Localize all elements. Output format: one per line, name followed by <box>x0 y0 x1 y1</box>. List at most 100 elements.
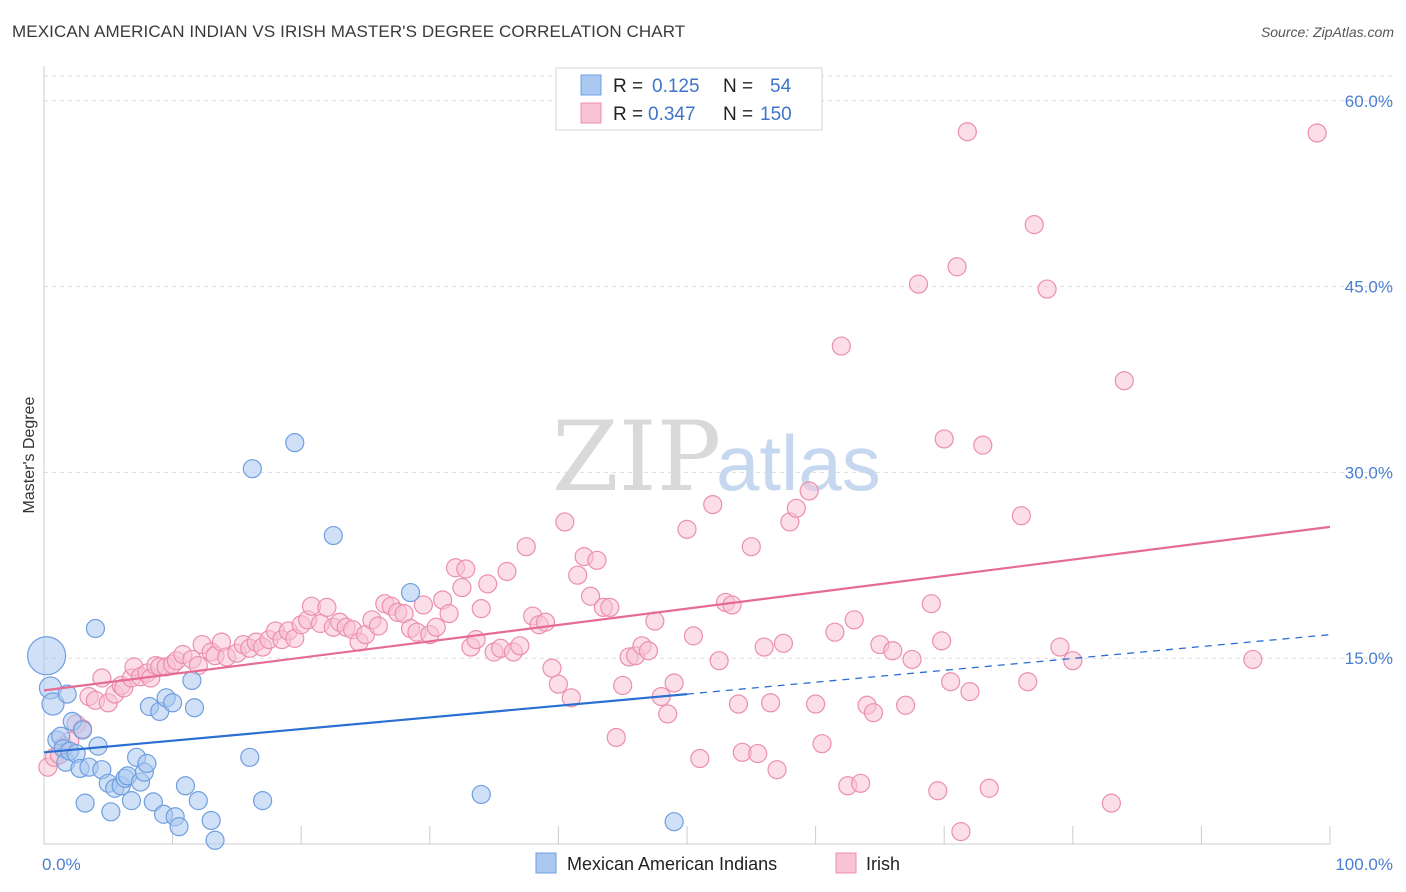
blue-point-46 <box>285 433 305 453</box>
pink-point-104 <box>690 748 710 769</box>
pink-point-71 <box>471 599 491 619</box>
pink-point-131 <box>896 695 916 715</box>
legend: R = 0.125 N = 54 R = 0.347 N = 150 <box>555 67 823 131</box>
blue-point-37 <box>175 776 196 796</box>
pink-point-72 <box>478 574 498 594</box>
legend-r-value-2: 0.347 <box>648 104 696 125</box>
watermark-zip: ZIP <box>552 401 721 513</box>
bottom-legend-label-pink: Irish <box>866 854 900 874</box>
pink-point-125 <box>844 610 864 630</box>
blue-point-0 <box>26 636 67 676</box>
pink-point-137 <box>934 429 954 449</box>
blue-point-50 <box>664 812 684 832</box>
pink-point-86 <box>568 565 588 585</box>
legend-r-label-2: R = <box>613 104 643 125</box>
blue-point-43 <box>240 747 260 767</box>
blue-point-45 <box>253 791 273 811</box>
source-credit: Source: ZipAtlas.com <box>1260 24 1394 40</box>
pink-point-147 <box>1024 215 1044 235</box>
y-tick-label-3: 60.0% <box>1345 92 1393 111</box>
blue-point-12 <box>72 720 93 740</box>
chart-title: MEXICAN AMERICAN INDIAN VS IRISH MASTER'… <box>12 22 686 41</box>
pink-point-151 <box>1101 793 1121 813</box>
pink-point-98 <box>645 611 665 631</box>
pink-point-145 <box>1011 506 1031 526</box>
y-axis-label: Master's Degree <box>21 396 38 513</box>
pink-point-105 <box>703 494 723 515</box>
blue-point-36 <box>169 817 189 837</box>
pink-point-139 <box>947 257 967 277</box>
pink-point-100 <box>658 704 678 724</box>
pink-point-46 <box>317 597 337 618</box>
pink-point-81 <box>535 612 556 632</box>
pink-point-111 <box>741 537 761 557</box>
blue-point-34 <box>163 693 183 713</box>
pink-point-101 <box>664 673 684 693</box>
blue-point-19 <box>101 802 121 822</box>
pink-point-84 <box>555 512 575 532</box>
pink-point-68 <box>456 559 476 579</box>
pink-point-120 <box>805 694 826 714</box>
legend-n-label-2: N = <box>723 104 753 125</box>
pink-point-70 <box>466 630 486 650</box>
pink-point-146 <box>1018 672 1038 692</box>
pink-point-88 <box>580 586 601 606</box>
blue-point-13 <box>75 793 95 813</box>
trend-line-blue <box>43 693 688 754</box>
pink-point-121 <box>812 734 832 754</box>
pink-point-67 <box>452 577 472 598</box>
pink-point-132 <box>902 649 922 670</box>
blue-point-44 <box>242 459 262 479</box>
blue-point-15 <box>85 618 106 639</box>
pink-point-75 <box>497 561 517 582</box>
blue-point-7 <box>57 684 77 704</box>
pink-point-143 <box>973 435 993 455</box>
pink-point-54 <box>368 616 388 636</box>
blue-point-42 <box>205 830 225 850</box>
pink-point-116 <box>773 633 794 653</box>
pink-point-140 <box>951 822 971 842</box>
pink-point-93 <box>613 675 633 696</box>
pink-point-126 <box>851 773 871 793</box>
pink-point-78 <box>516 537 536 557</box>
y-tick-label-1: 30.0% <box>1345 463 1393 482</box>
watermark-atlas: atlas <box>716 419 881 507</box>
legend-n-value-1: 54 <box>770 76 792 97</box>
blue-point-28 <box>137 753 157 774</box>
pink-point-102 <box>677 519 697 539</box>
pink-point-149 <box>1050 637 1070 657</box>
pink-point-135 <box>928 781 948 801</box>
pink-point-108 <box>722 595 742 615</box>
blue-point-48 <box>400 582 421 603</box>
bottom-legend-swatch-blue <box>535 852 557 874</box>
pink-point-142 <box>960 682 980 702</box>
blue-point-47 <box>323 525 343 546</box>
pink-point-114 <box>760 693 781 713</box>
pink-point-115 <box>767 760 787 780</box>
blue-point-49 <box>471 784 491 805</box>
pink-point-61 <box>413 595 433 615</box>
pink-point-91 <box>600 597 620 618</box>
pink-point-136 <box>932 631 952 651</box>
legend-n-value-2: 150 <box>760 104 792 125</box>
pink-point-92 <box>606 727 626 748</box>
blue-point-38 <box>182 670 202 691</box>
pink-point-119 <box>799 481 819 501</box>
data-points <box>26 122 1327 850</box>
trend-line-pink <box>43 525 1331 692</box>
legend-swatch-pink <box>580 102 602 124</box>
trend-line-blue-extension <box>686 634 1331 695</box>
pink-point-97 <box>638 641 659 661</box>
pink-point-85 <box>561 688 581 708</box>
pink-point-89 <box>587 550 607 570</box>
bottom-legend: Mexican American Indians Irish <box>535 852 900 874</box>
legend-swatch-blue <box>580 74 602 96</box>
pink-point-152 <box>1114 371 1134 391</box>
pink-point-112 <box>748 743 768 764</box>
pink-point-154 <box>1307 123 1327 143</box>
pink-point-82 <box>542 658 562 678</box>
pink-point-106 <box>709 651 729 671</box>
x-tick-label-0: 0.0% <box>42 855 81 874</box>
pink-point-122 <box>825 622 845 642</box>
